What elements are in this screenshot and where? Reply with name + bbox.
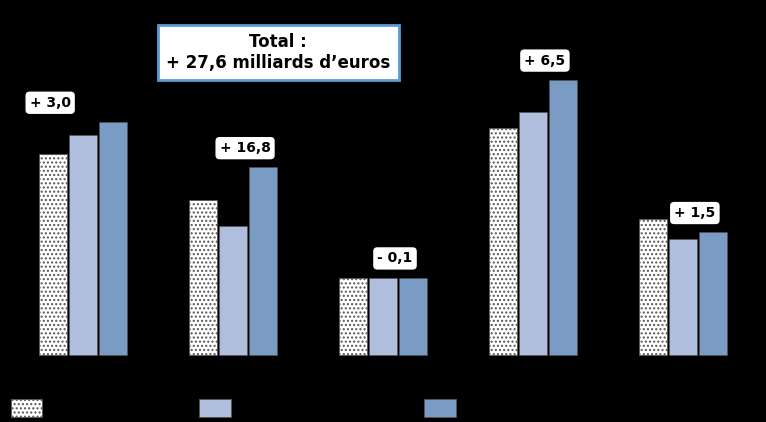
Bar: [368, 278, 398, 355]
Bar: [99, 122, 127, 355]
Bar: [249, 167, 277, 355]
Bar: [398, 278, 427, 355]
Bar: [219, 226, 247, 355]
Text: + 3,0: + 3,0: [30, 96, 70, 110]
Bar: [69, 135, 97, 355]
Bar: [669, 239, 697, 355]
Bar: [699, 232, 727, 355]
Bar: [339, 278, 368, 355]
Bar: [424, 399, 456, 417]
Text: - 0,1: - 0,1: [378, 252, 413, 265]
Bar: [189, 200, 218, 355]
Bar: [548, 80, 577, 355]
Bar: [519, 112, 547, 355]
Bar: [199, 399, 231, 417]
Text: Total :
+ 27,6 milliards d’euros: Total : + 27,6 milliards d’euros: [166, 33, 390, 72]
Bar: [639, 219, 667, 355]
Text: + 1,5: + 1,5: [674, 206, 715, 220]
Text: + 6,5: + 6,5: [525, 54, 565, 68]
Bar: [11, 399, 42, 417]
Bar: [39, 154, 67, 355]
Text: + 16,8: + 16,8: [220, 141, 270, 155]
Bar: [489, 128, 517, 355]
